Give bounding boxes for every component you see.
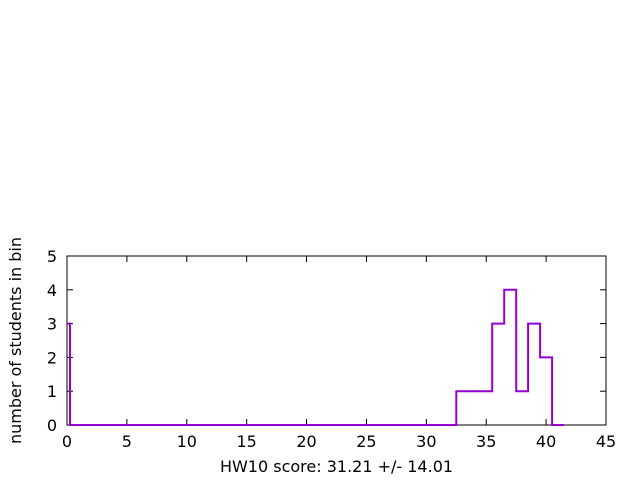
y-tick-label: 0 <box>47 416 57 435</box>
x-tick-label: 40 <box>536 432 556 451</box>
x-tick-label: 25 <box>356 432 376 451</box>
x-tick-label: 10 <box>177 432 197 451</box>
y-tick-label: 2 <box>47 348 57 367</box>
x-tick-label: 45 <box>596 432 616 451</box>
x-tick-label: 5 <box>122 432 132 451</box>
y-tick-label: 4 <box>47 281 57 300</box>
histogram-step-line <box>67 288 565 426</box>
x-tick-label: 0 <box>62 432 72 451</box>
x-tick-label: 30 <box>416 432 436 451</box>
plot-frame <box>66 255 607 426</box>
x-tick-label: 15 <box>236 432 256 451</box>
x-tick-label: 35 <box>476 432 496 451</box>
y-tick-label: 3 <box>47 315 57 334</box>
y-tick-label: 5 <box>47 247 57 266</box>
x-tick-label: 20 <box>296 432 316 451</box>
y-tick-label: 1 <box>47 382 57 401</box>
y-axis-label: number of students in bin <box>6 237 25 444</box>
axis-ticks <box>66 255 607 426</box>
x-axis-label: HW10 score: 31.21 +/- 14.01 <box>220 457 453 476</box>
